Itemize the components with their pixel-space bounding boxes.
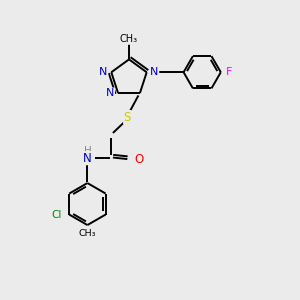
Text: F: F — [226, 67, 232, 77]
Text: CH₃: CH₃ — [79, 229, 96, 238]
Text: H: H — [84, 146, 91, 156]
Text: N: N — [83, 152, 92, 165]
Text: CH₃: CH₃ — [120, 34, 138, 44]
Text: N: N — [99, 67, 108, 77]
Text: N: N — [106, 88, 115, 98]
Text: O: O — [134, 152, 143, 166]
Text: S: S — [124, 110, 131, 124]
Text: N: N — [150, 67, 159, 77]
Text: Cl: Cl — [51, 209, 62, 220]
